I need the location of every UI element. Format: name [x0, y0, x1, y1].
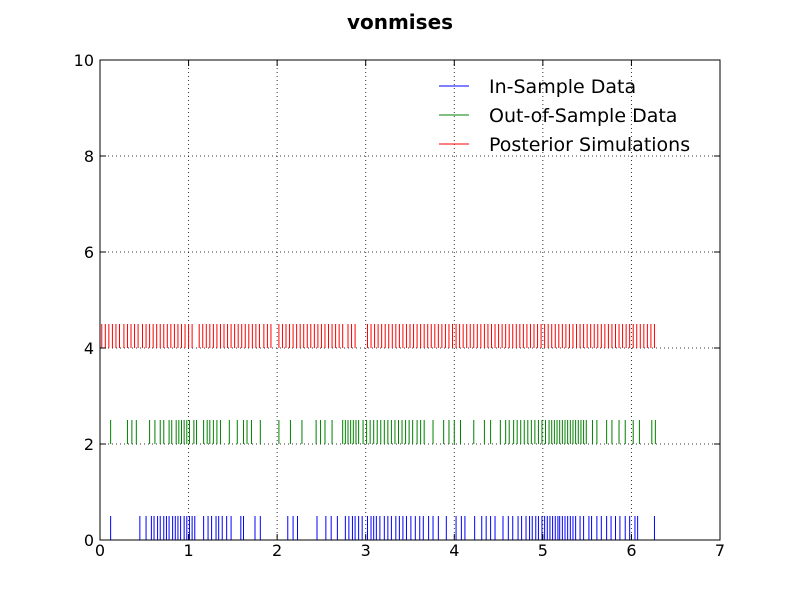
y-tick-label: 4: [84, 339, 94, 358]
x-tick-label: 5: [538, 541, 548, 560]
grid: [100, 60, 720, 540]
series-posterior-simulations: [101, 324, 655, 348]
legend: In-Sample Data Out-of-Sample Data Posterio…: [439, 76, 690, 156]
series-in-sample-data: [110, 516, 655, 540]
y-tick-label: 8: [84, 147, 94, 166]
x-tick-label: 3: [361, 541, 371, 560]
legend-label: In-Sample Data: [489, 76, 636, 98]
y-tick-label: 2: [84, 435, 94, 454]
x-tick-label: 2: [272, 541, 282, 560]
y-tick-label: 6: [84, 243, 94, 262]
x-tick-label: 7: [715, 541, 725, 560]
plot-area-frame: [99, 59, 721, 541]
axis-ticks: 0 1 2 3 4 5 6 7 0 2 4 6 8 10: [74, 51, 725, 560]
x-tick-label: 4: [449, 541, 459, 560]
series-out-of-sample-data: [110, 420, 656, 444]
y-tick-label: 0: [84, 531, 94, 550]
y-tick-label: 10: [74, 51, 94, 70]
legend-label: Out-of-Sample Data: [489, 105, 677, 127]
legend-label: Posterior Simulations: [489, 134, 690, 156]
x-tick-label: 6: [626, 541, 636, 560]
chart-title: vonmises: [347, 10, 453, 34]
x-tick-label: 1: [183, 541, 193, 560]
series-layer: [101, 324, 656, 540]
x-tick-label: 0: [95, 541, 105, 560]
